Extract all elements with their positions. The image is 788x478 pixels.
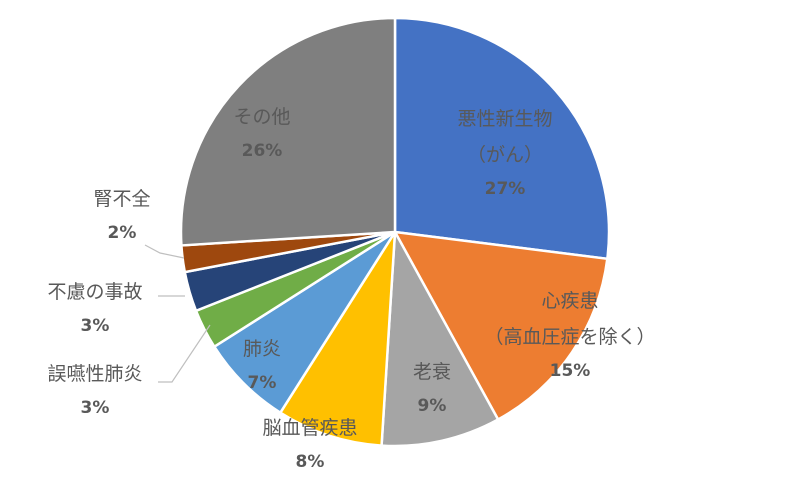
value-label: 8%	[295, 451, 325, 472]
leader-line	[158, 324, 211, 383]
slice-label: 肺炎 7%	[243, 331, 281, 399]
slice-label: 心疾患 （高血圧症を除く） 15%	[484, 283, 655, 387]
value-label: 7%	[247, 372, 277, 393]
category-label: 老衰	[412, 360, 452, 383]
category-label: 心疾患 （高血圧症を除く）	[484, 289, 656, 348]
category-label: 不慮の事故	[47, 280, 143, 303]
value-label: 27%	[484, 178, 526, 199]
leader-line	[144, 244, 185, 259]
pie-slice	[278, 231, 397, 447]
category-label: その他	[233, 105, 291, 128]
value-label: 15%	[549, 360, 591, 381]
category-label: 悪性新生物 （がん）	[457, 107, 553, 166]
value-label: 2%	[107, 222, 137, 243]
value-label: 9%	[417, 395, 447, 416]
category-label: 肺炎	[242, 337, 282, 360]
pie-slice	[392, 230, 609, 422]
slice-label: 脳血管疾患 8%	[262, 410, 357, 478]
category-label: 誤嚥性肺炎	[47, 362, 143, 385]
pie-slice	[393, 16, 611, 261]
category-label: 脳血管疾患	[262, 416, 358, 439]
category-label: 腎不全	[93, 187, 151, 210]
slice-label: 老衰 9%	[413, 354, 451, 422]
slice-label: その他 26%	[233, 99, 290, 167]
pie-slice	[179, 16, 397, 247]
value-label: 3%	[80, 315, 110, 336]
slice-label: 不慮の事故 3%	[47, 274, 142, 342]
slice-label: 腎不全 2%	[93, 181, 150, 249]
value-label: 3%	[80, 397, 110, 418]
slice-label: 誤嚥性肺炎 3%	[47, 356, 142, 424]
pie-slice	[380, 227, 500, 448]
value-label: 26%	[241, 140, 283, 161]
slice-label: 悪性新生物 （がん） 27%	[457, 101, 552, 205]
